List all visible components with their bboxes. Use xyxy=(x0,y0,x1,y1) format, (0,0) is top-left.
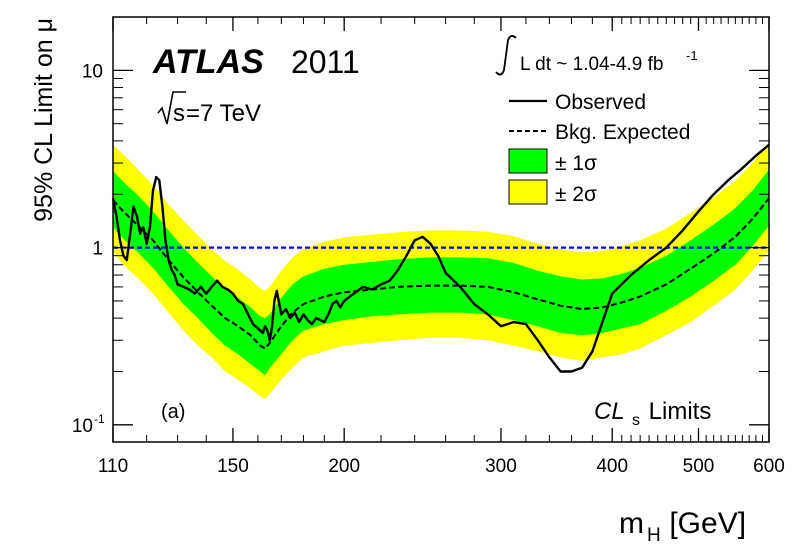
bands xyxy=(113,142,769,399)
sqrt-sign xyxy=(157,91,186,125)
band-1sigma xyxy=(113,169,769,376)
x-axis-label: m xyxy=(619,507,644,540)
observed-line xyxy=(111,143,770,373)
legend-observed-label: Observed xyxy=(555,91,646,114)
method-subscript: s xyxy=(632,412,640,429)
year-label: 2011 xyxy=(291,44,360,80)
method-suffix: Limits xyxy=(642,398,711,425)
luminosity-label: L dt ~ 1.04-4.9 fb xyxy=(520,54,663,75)
y-tick-exponent: -1 xyxy=(94,412,105,426)
panel-label: (a) xyxy=(161,401,185,423)
luminosity-exponent: -1 xyxy=(686,48,698,63)
x-tick-label: 500 xyxy=(683,456,715,477)
plot-frame xyxy=(112,16,770,443)
experiment-label: ATLAS xyxy=(152,43,264,81)
x-tick-label: 150 xyxy=(217,456,249,477)
x-axis-label-subscript: H xyxy=(647,525,661,546)
legend-band2-swatch xyxy=(508,179,548,205)
y-tick-label: 1 xyxy=(92,239,103,260)
legend: Observed Bkg. Expected ± 1σ ± 2σ xyxy=(508,91,690,206)
legend-band1-label: ± 1σ xyxy=(555,152,597,175)
y-tick-label: 10 xyxy=(82,61,103,82)
energy-prefix: s xyxy=(173,100,185,127)
x-tick-label: 600 xyxy=(753,456,785,477)
x-tick-label: 300 xyxy=(485,456,517,477)
integral-sign xyxy=(495,35,517,76)
y-tick-label: 10 xyxy=(72,416,93,437)
legend-band1-swatch xyxy=(508,148,548,174)
legend-expected-label: Bkg. Expected xyxy=(555,121,690,144)
x-tick-label: 200 xyxy=(328,456,360,477)
x-tick-label: 400 xyxy=(596,456,628,477)
legend-band2-label: ± 2σ xyxy=(555,183,597,206)
x-tick-label: 110 xyxy=(98,456,128,477)
energy-label: =7 TeV xyxy=(186,100,261,127)
limit-lines xyxy=(111,143,770,373)
method-label: CL xyxy=(594,398,625,425)
x-axis-label-unit: [GeV] xyxy=(661,507,746,540)
y-axis-label: 95% CL Limit on μ xyxy=(30,18,58,222)
expected-line xyxy=(112,197,770,350)
